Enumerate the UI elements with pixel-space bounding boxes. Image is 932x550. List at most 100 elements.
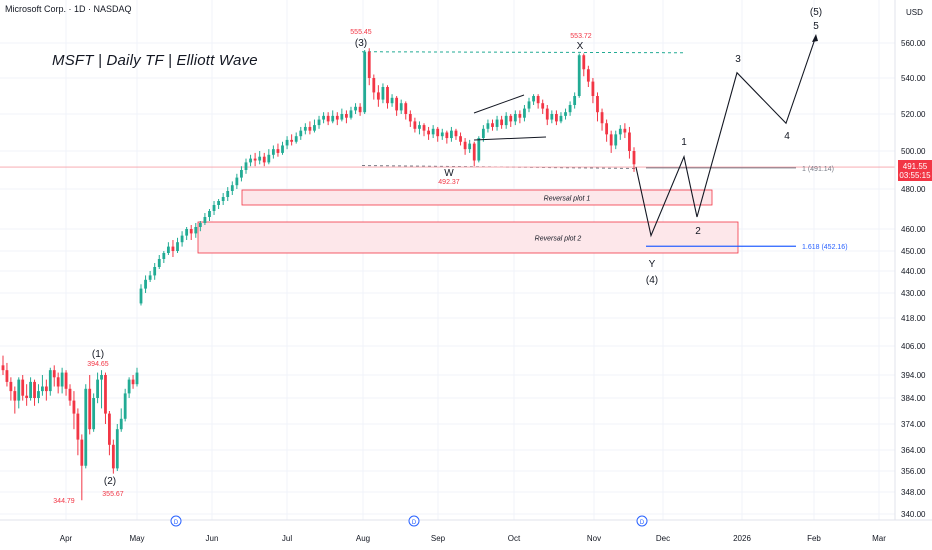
candle-body bbox=[577, 55, 581, 96]
candle bbox=[459, 132, 462, 146]
candle-body bbox=[436, 128, 440, 137]
candle-body bbox=[230, 185, 234, 191]
candle bbox=[299, 126, 303, 140]
candle bbox=[171, 240, 175, 257]
candle bbox=[367, 48, 371, 86]
y-tick-label: 418.00 bbox=[901, 314, 926, 323]
reversal-zone bbox=[197, 221, 739, 254]
candle-body bbox=[541, 103, 545, 109]
candle-body bbox=[262, 156, 266, 163]
candle bbox=[386, 85, 389, 109]
candle bbox=[390, 94, 394, 107]
candle bbox=[481, 125, 485, 142]
candle bbox=[422, 123, 426, 137]
candle bbox=[322, 112, 325, 124]
y-tick-label: 348.00 bbox=[901, 488, 926, 497]
candle-body bbox=[281, 145, 284, 153]
candle-body bbox=[80, 439, 84, 466]
candle-body bbox=[68, 388, 72, 401]
candle-body bbox=[545, 108, 549, 120]
symbol-header: Microsoft Corp. · 1D · NASDAQ bbox=[5, 4, 132, 14]
candle bbox=[559, 112, 563, 124]
wave-label: (4) bbox=[646, 275, 658, 286]
candle-body bbox=[299, 130, 303, 137]
candle-body bbox=[395, 97, 399, 111]
candle-body bbox=[399, 103, 403, 111]
candle bbox=[29, 377, 32, 401]
candle-body bbox=[96, 379, 99, 398]
candle bbox=[582, 53, 586, 77]
candle bbox=[249, 154, 252, 167]
pivot-price-label: 394.65 bbox=[87, 361, 109, 368]
candle bbox=[33, 379, 36, 406]
candle-body bbox=[495, 119, 499, 127]
candle-body bbox=[244, 162, 248, 170]
candle bbox=[504, 112, 508, 129]
candle-body bbox=[614, 134, 618, 146]
candle bbox=[88, 375, 92, 435]
candle-body bbox=[1, 365, 5, 371]
support-line bbox=[361, 164, 637, 169]
gridlines bbox=[0, 0, 895, 520]
candle bbox=[303, 123, 307, 135]
projection-arrow-head bbox=[812, 34, 818, 42]
candle-body bbox=[21, 379, 25, 396]
candle bbox=[281, 141, 284, 155]
candle-body bbox=[559, 115, 563, 122]
candle bbox=[354, 103, 357, 114]
candle-body bbox=[404, 103, 408, 114]
candle bbox=[290, 134, 294, 146]
candle bbox=[545, 105, 549, 126]
candle bbox=[609, 130, 613, 153]
y-tick-label: 480.00 bbox=[901, 185, 926, 194]
pivot-price-label: 553.72 bbox=[570, 33, 592, 40]
wave-label: 4 bbox=[784, 131, 790, 142]
candle-body bbox=[123, 393, 127, 419]
candle-body bbox=[176, 242, 179, 251]
candle bbox=[157, 255, 161, 269]
candle-body bbox=[240, 170, 243, 178]
candle bbox=[9, 377, 13, 401]
candle bbox=[17, 377, 21, 409]
x-tick-label: Mar bbox=[872, 534, 886, 543]
x-tick-label: Jun bbox=[206, 534, 219, 543]
dividend-marker bbox=[408, 515, 420, 527]
candle bbox=[527, 97, 531, 113]
candle bbox=[408, 110, 412, 127]
candle bbox=[564, 108, 567, 120]
candle bbox=[115, 424, 119, 471]
candle bbox=[591, 78, 595, 104]
candle bbox=[185, 227, 189, 240]
candle bbox=[127, 377, 131, 398]
candle bbox=[618, 125, 622, 140]
candle bbox=[363, 50, 367, 114]
reversal-zone-label: Reversal plot 2 bbox=[535, 236, 582, 243]
wave-label: (3) bbox=[355, 38, 367, 49]
candle-body bbox=[64, 372, 68, 389]
candle-body bbox=[258, 156, 262, 161]
candle bbox=[244, 158, 248, 174]
pivot-price-label: 492.37 bbox=[438, 179, 460, 186]
candle bbox=[477, 136, 481, 163]
x-tick-label: Oct bbox=[508, 534, 521, 543]
candle-body bbox=[153, 267, 157, 276]
candle bbox=[418, 121, 421, 135]
candle bbox=[267, 149, 271, 165]
candle-body bbox=[386, 87, 389, 104]
candle bbox=[123, 388, 127, 422]
candle bbox=[5, 362, 9, 387]
dividend-marker-letter: D bbox=[640, 520, 645, 526]
candle bbox=[100, 370, 103, 409]
candle bbox=[212, 201, 216, 215]
candle bbox=[68, 384, 72, 406]
candle-body bbox=[468, 143, 472, 150]
candle-body bbox=[235, 177, 239, 186]
candle bbox=[335, 112, 339, 126]
candle bbox=[472, 141, 476, 167]
wave-labels: (1) (2) (3) W X Y (4) 1 2 3 4 5 (5) 344.79 394.65 355.6… bbox=[53, 7, 822, 505]
candle bbox=[554, 110, 558, 126]
candle-body bbox=[9, 381, 13, 392]
candle-body bbox=[33, 381, 36, 398]
candle-body bbox=[221, 197, 225, 201]
